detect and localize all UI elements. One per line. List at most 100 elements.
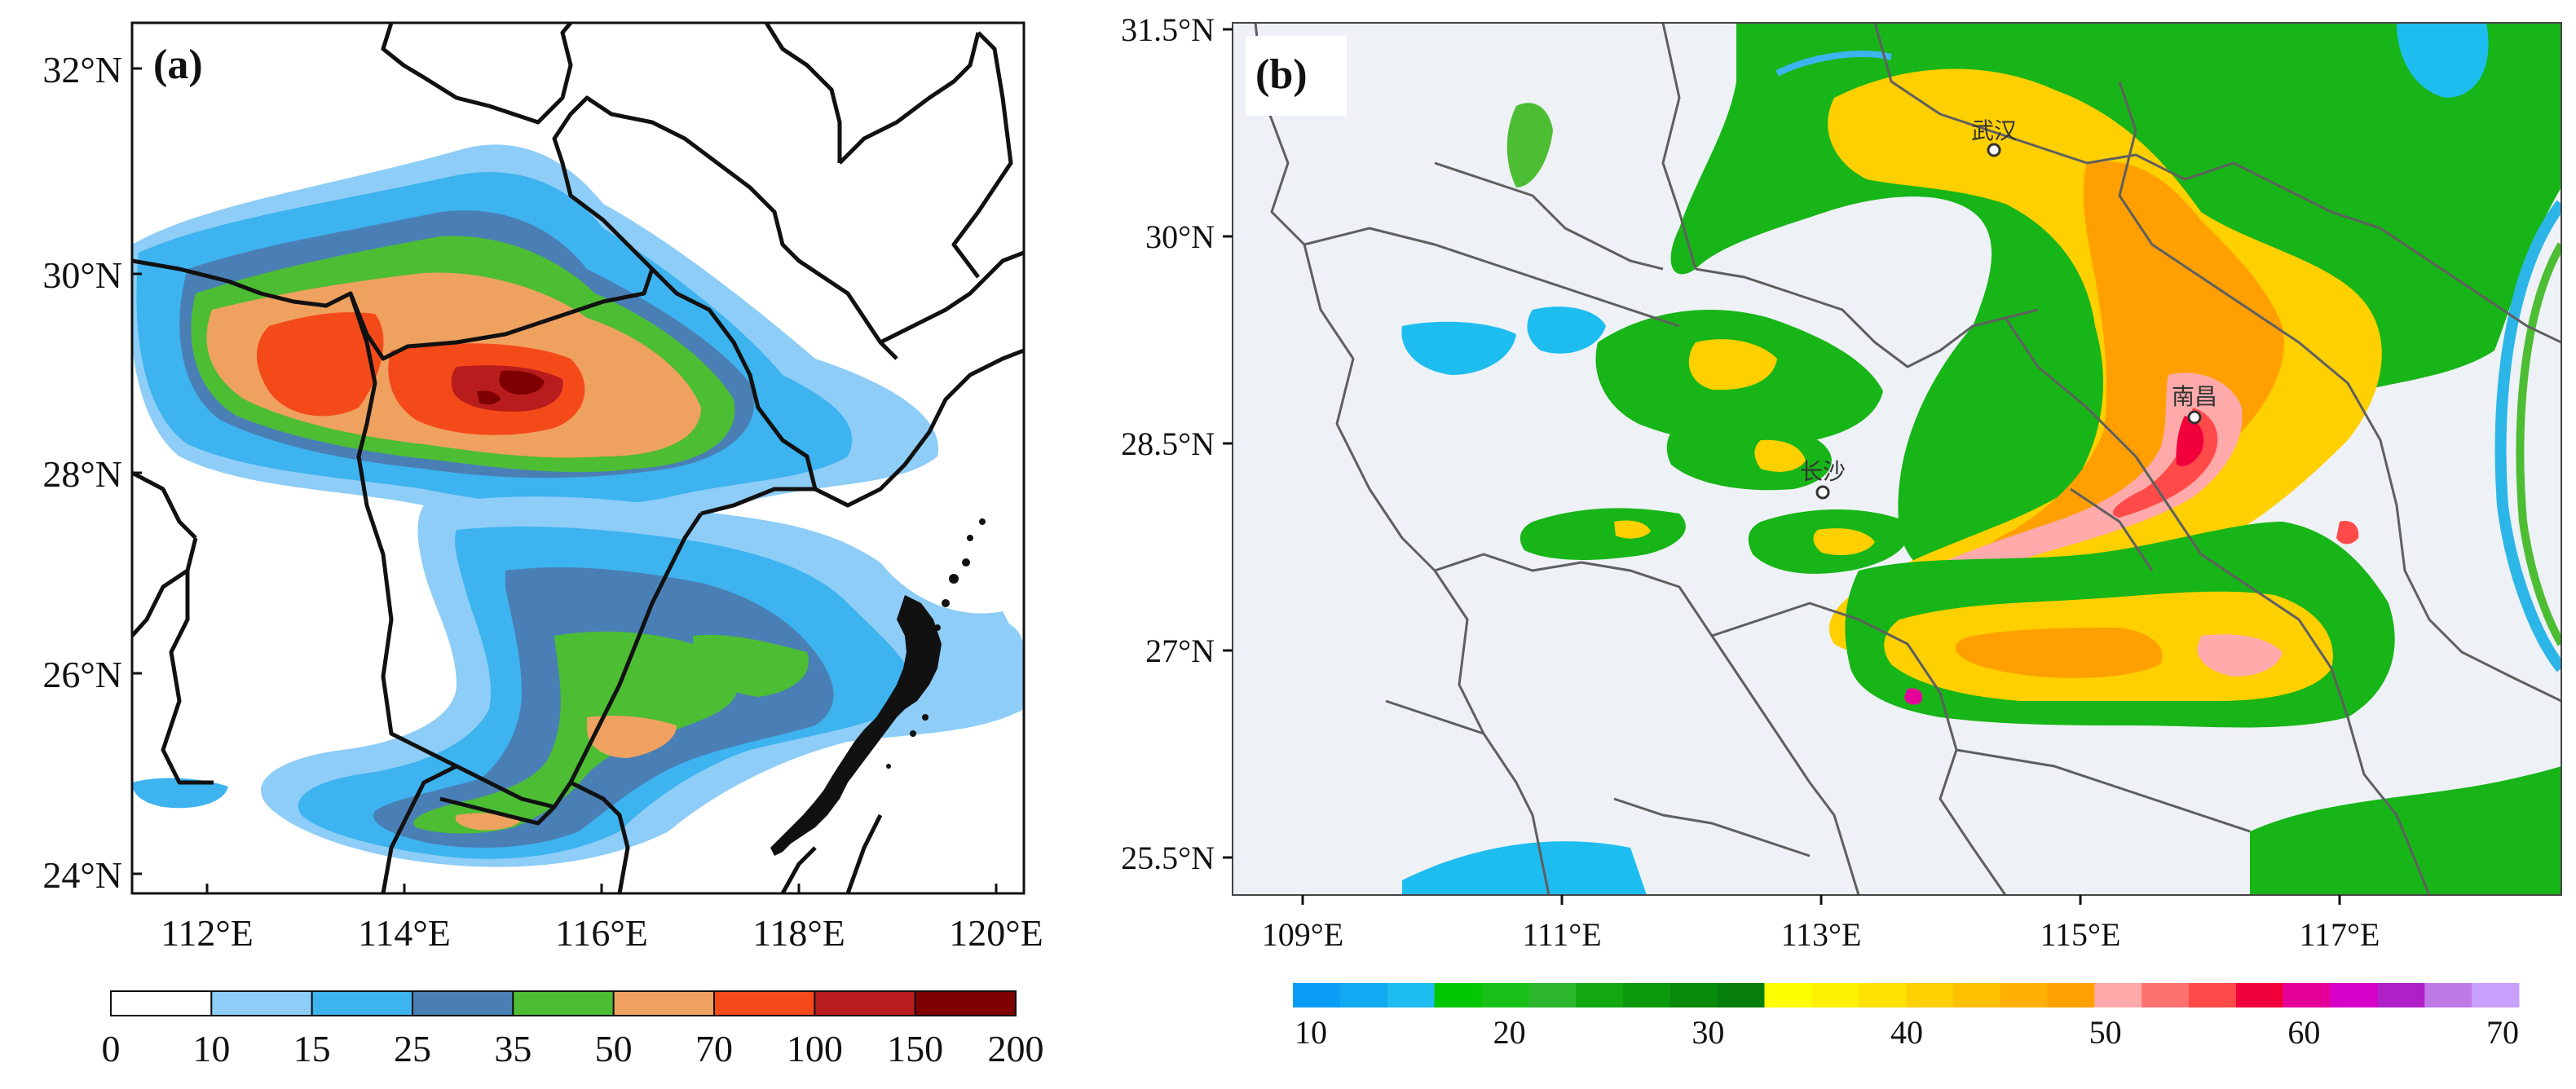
colorbar-box: [713, 990, 816, 1016]
panel-a-lat-labels: 32°N 30°N 28°N 26°N 24°N: [42, 49, 122, 896]
colorbar-box: [412, 990, 514, 1016]
colorbar-box: [1387, 983, 1436, 1007]
province-boundaries: [132, 23, 1024, 893]
panel-a-colorbar: [110, 990, 1017, 1016]
colorbar-box: [1811, 983, 1859, 1007]
colorbar-box: [1293, 983, 1341, 1007]
colorbar-box: [814, 990, 916, 1016]
colorbar-box: [2000, 983, 2049, 1007]
lat-label: 27°N: [1145, 633, 1215, 669]
colorbar-box: [2235, 983, 2284, 1007]
lon-label: 111°E: [1522, 916, 1601, 953]
city-changsha: 长沙: [1800, 459, 1846, 500]
lat-label: 28°N: [42, 453, 122, 495]
colorbar-label: 10: [1295, 1014, 1327, 1051]
panel-b-colorbar: [1293, 983, 2520, 1007]
colorbar-box: [2377, 983, 2425, 1007]
colorbar-box: [2094, 983, 2142, 1007]
colorbar-box: [1670, 983, 1718, 1007]
panel-b-boundaries: [1254, 23, 2561, 895]
lat-label: 30°N: [1145, 218, 1215, 255]
colorbar-box: [1622, 983, 1671, 1007]
colorbar-box: [914, 990, 1017, 1016]
lon-label: 109°E: [1262, 916, 1343, 953]
colorbar-box: [311, 990, 413, 1016]
lat-label: 25.5°N: [1121, 840, 1215, 876]
panel-b-ticks: [1223, 28, 2341, 905]
panel-a-colorbar-labels: 0 10 15 25 35 50 70 100 150 200: [102, 1028, 1044, 1069]
colorbar-label: 40: [1890, 1014, 1923, 1051]
colorbar-label: 60: [2287, 1014, 2320, 1051]
lat-label: 28.5°N: [1121, 425, 1215, 462]
city-label-changsha: 长沙: [1800, 459, 1846, 485]
colorbar-box: [1576, 983, 1624, 1007]
city-nanchang: 南昌: [2172, 384, 2217, 425]
lon-label: 118°E: [752, 912, 845, 954]
colorbar-label: 35: [494, 1028, 532, 1069]
panel-a-lon-labels: 112°E 114°E 116°E 118°E 120°E: [161, 912, 1043, 954]
colorbar-label: 150: [887, 1028, 943, 1069]
colorbar-box: [210, 990, 313, 1016]
colorbar-box: [2424, 983, 2472, 1007]
colorbar-box: [1906, 983, 1954, 1007]
colorbar-box: [1764, 983, 1812, 1007]
colorbar-label: 50: [2089, 1014, 2122, 1051]
colorbar-label: 15: [293, 1028, 331, 1069]
colorbar-label: 25: [394, 1028, 431, 1069]
colorbar-label: 20: [1493, 1014, 1526, 1051]
colorbar-label: 0: [102, 1028, 121, 1069]
panel-b-lat-labels: 31.5°N 30°N 28.5°N 27°N 25.5°N: [1121, 11, 1215, 876]
panel-b-radar-map: 武汉 南昌 长沙 (b) 31.5°N 30°N 28.5°N: [1121, 11, 2562, 1051]
colorbar-label: 70: [695, 1028, 733, 1069]
lon-label: 112°E: [161, 912, 254, 954]
lat-label: 30°N: [42, 254, 122, 296]
colorbar-box: [2142, 983, 2190, 1007]
colorbar-label: 70: [2486, 1014, 2519, 1051]
colorbar-label: 200: [988, 1028, 1044, 1069]
city-label-nanchang: 南昌: [2172, 384, 2217, 410]
lon-label: 114°E: [358, 912, 451, 954]
panel-b-label: (b): [1255, 51, 1308, 98]
panel-a-ticks: [132, 67, 998, 893]
colorbar-label: 50: [595, 1028, 633, 1069]
city-wuhan: 武汉: [1971, 118, 2017, 157]
colorbar-box: [2330, 983, 2378, 1007]
lon-label: 113°E: [1781, 916, 1862, 953]
colorbar-box: [1339, 983, 1388, 1007]
rainfall-shading: [132, 144, 1024, 867]
lon-label: 116°E: [555, 912, 648, 954]
panel-b-frame: [1232, 22, 2562, 896]
lon-label: 120°E: [949, 912, 1043, 954]
panel-b-colorbar-labels: 10 20 30 40 50 60 70: [1295, 1014, 2519, 1051]
panel-a-rainfall-map: (a) 32°N 30°N 28°N 26°N 24°N 112°E 114°E…: [42, 21, 1044, 1069]
panel-a-label: (a): [153, 42, 203, 88]
lon-label: 115°E: [2040, 916, 2121, 953]
colorbar-box: [1952, 983, 2001, 1007]
city-markers: 武汉 南昌 长沙: [1800, 118, 2217, 500]
colorbar-box: [2472, 983, 2520, 1007]
colorbar-box: [1528, 983, 1577, 1007]
lat-label: 31.5°N: [1121, 11, 1215, 48]
colorbar-box: [2283, 983, 2331, 1007]
colorbar-box: [1859, 983, 1907, 1007]
colorbar-label: 100: [787, 1028, 843, 1069]
lat-label: 26°N: [42, 654, 122, 695]
colorbar-label: 30: [1692, 1014, 1724, 1051]
radar-echoes: [1401, 23, 2561, 895]
colorbar-box: [2189, 983, 2237, 1007]
colorbar-label: 10: [192, 1028, 230, 1069]
colorbar-box: [1717, 983, 1765, 1007]
panel-b-lon-labels: 109°E 111°E 113°E 115°E 117°E: [1262, 916, 2380, 953]
lat-label: 24°N: [42, 854, 122, 896]
panel-a-frame: [130, 21, 1026, 895]
lon-label: 117°E: [2300, 916, 2380, 953]
lat-label: 32°N: [42, 49, 122, 90]
colorbar-box: [1434, 983, 1482, 1007]
panel-b-label-box: [1246, 36, 1347, 116]
colorbar-box: [612, 990, 716, 1016]
colorbar-box: [110, 990, 213, 1016]
coastline-islands: [770, 518, 986, 856]
colorbar-box: [1481, 983, 1529, 1007]
city-label-wuhan: 武汉: [1971, 118, 2017, 144]
